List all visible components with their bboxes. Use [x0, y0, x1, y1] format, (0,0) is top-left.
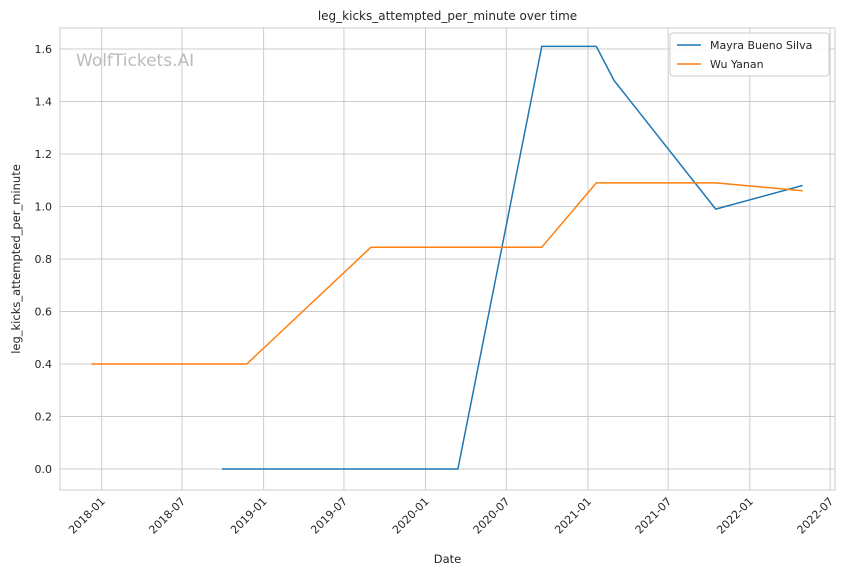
legend-label-wu: Wu Yanan — [710, 58, 764, 71]
y-tick-label: 1.4 — [35, 96, 53, 109]
x-tick-label: 2021-07 — [633, 495, 675, 537]
y-tick-label: 0.4 — [35, 358, 53, 371]
legend: Mayra Bueno Silva Wu Yanan — [669, 32, 830, 77]
y-tick-label: 0.2 — [35, 411, 53, 424]
watermark: WolfTickets.AI — [76, 51, 194, 71]
x-tick-label: 2019-01 — [228, 495, 270, 537]
x-tick-label: 2020-01 — [390, 495, 432, 537]
y-tick-label: 1.2 — [35, 148, 53, 161]
x-tick-label: 2019-07 — [308, 495, 350, 537]
x-axis-label: Date — [434, 552, 462, 566]
y-tick-label: 0.0 — [35, 463, 53, 476]
y-axis-label: leg_kicks_attempted_per_minute — [9, 164, 23, 354]
x-tick-label: 2021-01 — [552, 495, 594, 537]
x-tick-label: 2022-07 — [795, 495, 837, 537]
x-tick-label: 2022-01 — [714, 495, 756, 537]
x-tick-label: 2018-07 — [146, 495, 188, 537]
x-tick-label: 2018-01 — [66, 495, 108, 537]
legend-box — [669, 32, 830, 77]
y-tick-label: 1.6 — [35, 43, 53, 56]
legend-label-mayra: Mayra Bueno Silva — [710, 39, 812, 52]
series-line — [91, 182, 803, 365]
y-tick-label: 1.0 — [35, 201, 53, 214]
y-tick-label: 0.6 — [35, 306, 53, 319]
x-tick-label: 2020-07 — [471, 495, 513, 537]
plot-frame — [59, 27, 836, 491]
series-line — [221, 45, 803, 470]
chart-title: leg_kicks_attempted_per_minute over time — [318, 9, 577, 23]
y-tick-label: 0.8 — [35, 253, 53, 266]
